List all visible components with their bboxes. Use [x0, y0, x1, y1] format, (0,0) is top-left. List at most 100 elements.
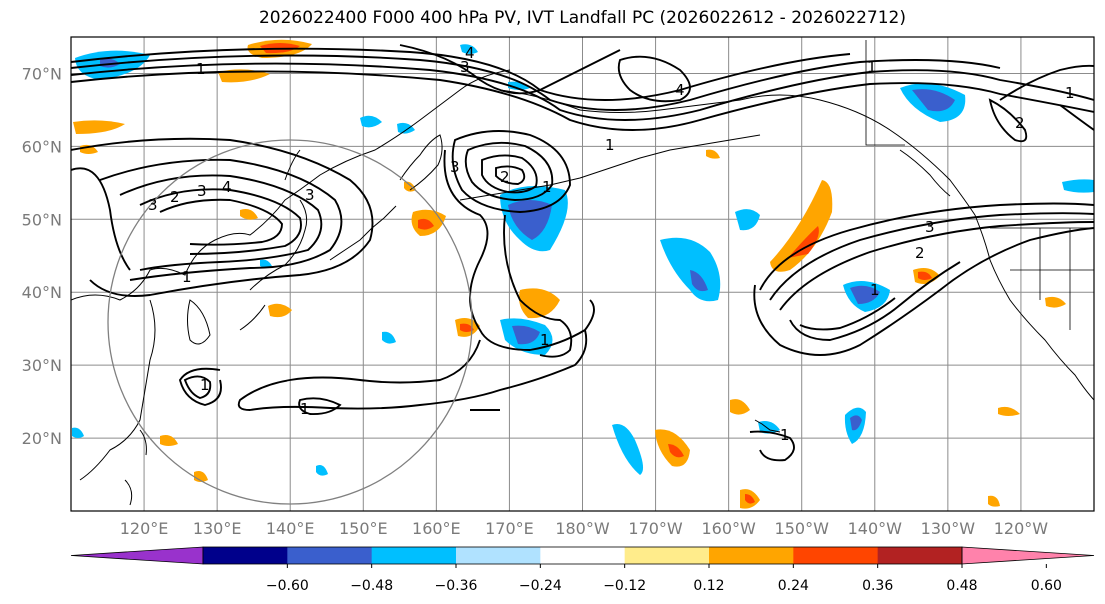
shade-positive — [788, 226, 819, 258]
colorbar: −0.60 −0.48 −0.36 −0.24 −0.12 0.12 0.24 0.36 0.4… — [70, 546, 1095, 594]
colorbar-segment — [371, 547, 457, 564]
shade-negative — [660, 237, 721, 302]
contour-label: 1 — [540, 331, 550, 349]
contour-line — [178, 367, 222, 406]
contour-line — [988, 98, 1028, 143]
map-frame — [70, 36, 1095, 512]
shade-positive — [160, 435, 178, 446]
shade-negative — [508, 200, 552, 240]
coastline-kuril — [329, 205, 397, 261]
colorbar-tick-label: −0.60 — [266, 578, 309, 594]
contour-label: 1 — [542, 178, 552, 196]
colorbar-segment — [624, 547, 710, 564]
shade-negative — [397, 122, 415, 134]
contours — [71, 44, 1094, 462]
contour-label: 2 — [500, 168, 510, 186]
contour-label: 1 — [870, 281, 880, 299]
colorbar-segment — [456, 547, 541, 564]
coastline-alaska — [499, 89, 976, 216]
lat-label: 50°N — [22, 210, 62, 229]
shade-positive — [240, 209, 258, 220]
colorbar-ticks: −0.60 −0.48 −0.36 −0.24 −0.12 0.12 0.24 0.36 0.4… — [266, 564, 1062, 594]
lon-label: 170°E — [485, 519, 534, 538]
coastline-asia — [71, 69, 511, 301]
lon-label: 120°W — [994, 519, 1049, 538]
coastline-japan — [239, 149, 308, 331]
colorbar-tick-label: 0.60 — [1031, 578, 1062, 594]
coastline-china — [79, 299, 156, 481]
lon-label: 150°E — [339, 519, 388, 538]
colorbar-segment — [287, 547, 373, 564]
shade-negative — [735, 209, 760, 231]
contour-line — [495, 165, 526, 185]
contour-line — [999, 64, 1094, 101]
coastline-taiwan-phil — [124, 429, 147, 506]
contour-label: 1 — [300, 400, 310, 418]
coastline-korea — [187, 299, 211, 345]
shade-positive — [988, 495, 1000, 507]
lat-label: 30°N — [22, 356, 62, 375]
colorbar-tick-label: 0.24 — [778, 578, 809, 594]
contour-line — [779, 221, 1094, 311]
shade-negative — [460, 44, 478, 54]
map-title: 2026022400 F000 400 hPa PV, IVT Landfall… — [258, 8, 906, 28]
colorbar-segment — [877, 547, 963, 564]
shade-negative — [912, 89, 955, 112]
contour-label-group: 1 4 3 4 1 2 1 1 2 3 4 3 1 3 2 3 1 1 1 1 … — [148, 44, 1075, 444]
shade-positive — [1045, 296, 1066, 308]
contour-label: 1 — [780, 426, 790, 444]
shade-negative — [850, 285, 880, 304]
colorbar-tick-label: −0.48 — [350, 578, 393, 594]
contour-label: 1 — [1065, 84, 1075, 102]
contour-line — [183, 375, 212, 399]
contour-label: 3 — [148, 196, 158, 214]
shade-negative — [1062, 179, 1094, 193]
contour-line — [451, 130, 571, 213]
shade-positive — [730, 399, 750, 415]
contour-label: 1 — [196, 60, 206, 78]
contour-line — [481, 154, 538, 194]
contour-label: 4 — [465, 44, 475, 62]
contour-line — [769, 212, 1094, 301]
colorbar-outline — [202, 546, 963, 565]
shade-positive — [268, 303, 292, 318]
shade-negative — [72, 427, 84, 438]
borders — [865, 40, 1094, 330]
colorbar-segment — [540, 547, 626, 564]
contour-label: 2 — [170, 188, 180, 206]
colorbar-tick-label: 0.48 — [946, 578, 977, 594]
contour-line — [159, 198, 283, 246]
contour-line — [789, 261, 961, 341]
coastline-kamchatka — [399, 134, 443, 191]
lat-label: 70°N — [22, 64, 62, 83]
lat-label: 40°N — [22, 283, 62, 302]
lon-label: 130°W — [921, 519, 976, 538]
colorbar-tick-label: 0.12 — [693, 578, 724, 594]
lon-label: 130°E — [193, 519, 242, 538]
shade-negative — [512, 325, 540, 345]
contour-label: 1 — [867, 58, 877, 76]
contour-line — [71, 70, 1094, 131]
lon-label: 180°W — [555, 519, 610, 538]
contour-line — [759, 202, 1094, 291]
shade-positive — [918, 271, 932, 280]
range-circle — [107, 139, 473, 505]
shade-positive — [460, 323, 474, 332]
contour-line — [71, 167, 131, 271]
contour-label: 1 — [200, 376, 210, 394]
contour-label: 3 — [450, 158, 460, 176]
contour-line — [399, 44, 621, 95]
colorbar-tick-label: −0.24 — [519, 578, 562, 594]
contour-line — [749, 430, 795, 462]
colorbar-segment — [203, 547, 288, 564]
shade-positive — [668, 444, 684, 458]
contour-line — [464, 141, 554, 201]
shade-positive — [998, 406, 1020, 416]
colorbar-extend-high — [961, 546, 1095, 565]
shade-negative — [260, 259, 272, 268]
contour-label: 1 — [605, 136, 615, 154]
contour-label: 3 — [197, 182, 207, 200]
shade-negative — [690, 270, 708, 292]
lon-label: 140°E — [266, 519, 315, 538]
